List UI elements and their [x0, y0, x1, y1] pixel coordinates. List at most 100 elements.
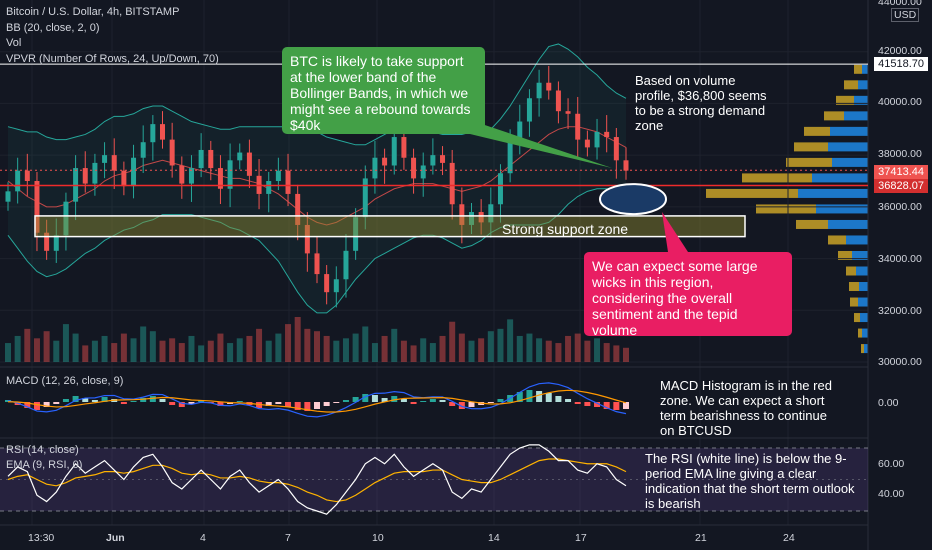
candle-body[interactable] [304, 224, 310, 254]
macd-legend[interactable]: MACD (12, 26, close, 9) [6, 375, 124, 387]
vpvr-legend[interactable]: VPVR (Number Of Rows, 24, Up/Down, 70) [6, 53, 219, 65]
candle-body[interactable] [449, 162, 455, 205]
candle-body[interactable] [121, 170, 127, 187]
green-callout[interactable]: BTC is likely to take support at the low… [282, 47, 485, 134]
macd-histogram-bar [439, 400, 446, 402]
vol-legend[interactable]: Vol [6, 37, 22, 49]
candle-body[interactable] [604, 131, 610, 138]
rsi-note[interactable]: The RSI (white line) is below the 9-peri… [645, 451, 855, 511]
candle-body[interactable] [295, 193, 301, 225]
candle-body[interactable] [15, 170, 21, 192]
vpvr-down-bar [706, 188, 798, 198]
macd-histogram-bar [362, 394, 369, 402]
candle-body[interactable] [382, 157, 388, 166]
pink-callout[interactable]: We can expect some large wicks in this r… [584, 252, 792, 338]
candle-body[interactable] [372, 157, 378, 179]
time-tick: 7 [285, 532, 291, 544]
candle-body[interactable] [208, 149, 214, 169]
candle-body[interactable] [5, 191, 11, 202]
volume-profile-note[interactable]: Based on volume profile, $36,800 seems t… [635, 73, 767, 133]
support-zone-label[interactable]: Strong support zone [502, 221, 629, 237]
candle-body[interactable] [198, 149, 204, 169]
candle-body[interactable] [526, 98, 532, 122]
macd-note[interactable]: MACD Histogram is in the red zone. We ca… [660, 378, 832, 438]
candle-body[interactable] [82, 168, 88, 184]
candle-body[interactable] [391, 137, 397, 166]
macd-histogram-bar [565, 399, 572, 402]
price-tick: 40000.00 [878, 96, 922, 108]
volume-bar [371, 343, 378, 362]
volume-bar [516, 335, 523, 362]
candle-body[interactable] [227, 160, 233, 189]
candle-body[interactable] [131, 157, 137, 187]
currency-label[interactable]: USD [891, 8, 920, 22]
candle-body[interactable] [497, 173, 503, 205]
candle-body[interactable] [469, 212, 474, 225]
volume-bar [265, 340, 272, 362]
candle-body[interactable] [353, 217, 359, 251]
candle-body[interactable] [440, 155, 446, 163]
volume-bar [381, 335, 388, 362]
candle-body[interactable] [111, 155, 117, 171]
candle-body[interactable] [324, 274, 330, 293]
vpvr-down-bar [836, 95, 854, 105]
candle-body[interactable] [517, 121, 523, 143]
candle-body[interactable] [362, 178, 368, 218]
candle-body[interactable] [623, 160, 629, 171]
rsi-legend[interactable]: RSI (14, close) [6, 444, 79, 456]
candle-body[interactable] [594, 131, 600, 148]
time-tick: 4 [200, 532, 206, 544]
candle-body[interactable] [150, 124, 156, 143]
candle-body[interactable] [546, 82, 552, 91]
candle-body[interactable] [179, 165, 185, 184]
candle-body[interactable] [420, 165, 426, 179]
rsi-ema-legend[interactable]: EMA (9, RSI, 0) [6, 459, 83, 471]
candle-body[interactable] [575, 113, 581, 140]
candle-body[interactable] [44, 232, 50, 251]
candle-body[interactable] [24, 170, 30, 181]
candle-body[interactable] [188, 168, 194, 184]
candle-body[interactable] [411, 157, 417, 179]
candle-body[interactable] [102, 155, 108, 163]
candle-body[interactable] [333, 279, 339, 293]
candle-body[interactable] [430, 155, 436, 166]
macd-zero-tick: 0.00 [878, 397, 899, 409]
candle-body[interactable] [237, 152, 243, 161]
candle-body[interactable] [275, 170, 281, 181]
candle-body[interactable] [459, 204, 465, 225]
candle-body[interactable] [613, 137, 619, 161]
candle-body[interactable] [565, 111, 571, 114]
candle-body[interactable] [555, 90, 561, 112]
candle-body[interactable] [34, 181, 40, 233]
volume-bar [62, 324, 69, 362]
candle-body[interactable] [92, 162, 98, 184]
bb-legend[interactable]: BB (20, close, 2, 0) [6, 22, 100, 34]
candle-body[interactable] [63, 201, 69, 236]
candle-body[interactable] [536, 82, 542, 99]
price-tick: 34000.00 [878, 253, 922, 265]
candle-body[interactable] [584, 139, 590, 148]
macd-histogram-bar [497, 399, 504, 402]
macd-histogram-bar [536, 391, 543, 402]
candle-body[interactable] [160, 124, 165, 140]
volume-bar [400, 340, 407, 362]
candle-body[interactable] [285, 170, 291, 194]
candle-body[interactable] [507, 142, 513, 174]
demand-ellipse[interactable] [599, 183, 667, 216]
support-zone-box[interactable] [34, 215, 746, 238]
volume-bar [33, 338, 40, 362]
candle-body[interactable] [217, 168, 223, 189]
candle-body[interactable] [140, 142, 146, 158]
candle-body[interactable] [478, 212, 484, 223]
candle-body[interactable] [246, 152, 252, 176]
candle-body[interactable] [488, 204, 494, 223]
macd-histogram-bar [53, 402, 60, 404]
candle-body[interactable] [343, 250, 349, 280]
volume-bar [178, 343, 185, 362]
symbol-title[interactable]: Bitcoin / U.S. Dollar, 4h, BITSTAMP [6, 6, 180, 18]
candle-body[interactable] [401, 137, 407, 158]
candle-body[interactable] [169, 139, 175, 166]
candle-body[interactable] [53, 235, 59, 251]
candle-body[interactable] [266, 181, 272, 194]
candle-body[interactable] [314, 253, 320, 275]
